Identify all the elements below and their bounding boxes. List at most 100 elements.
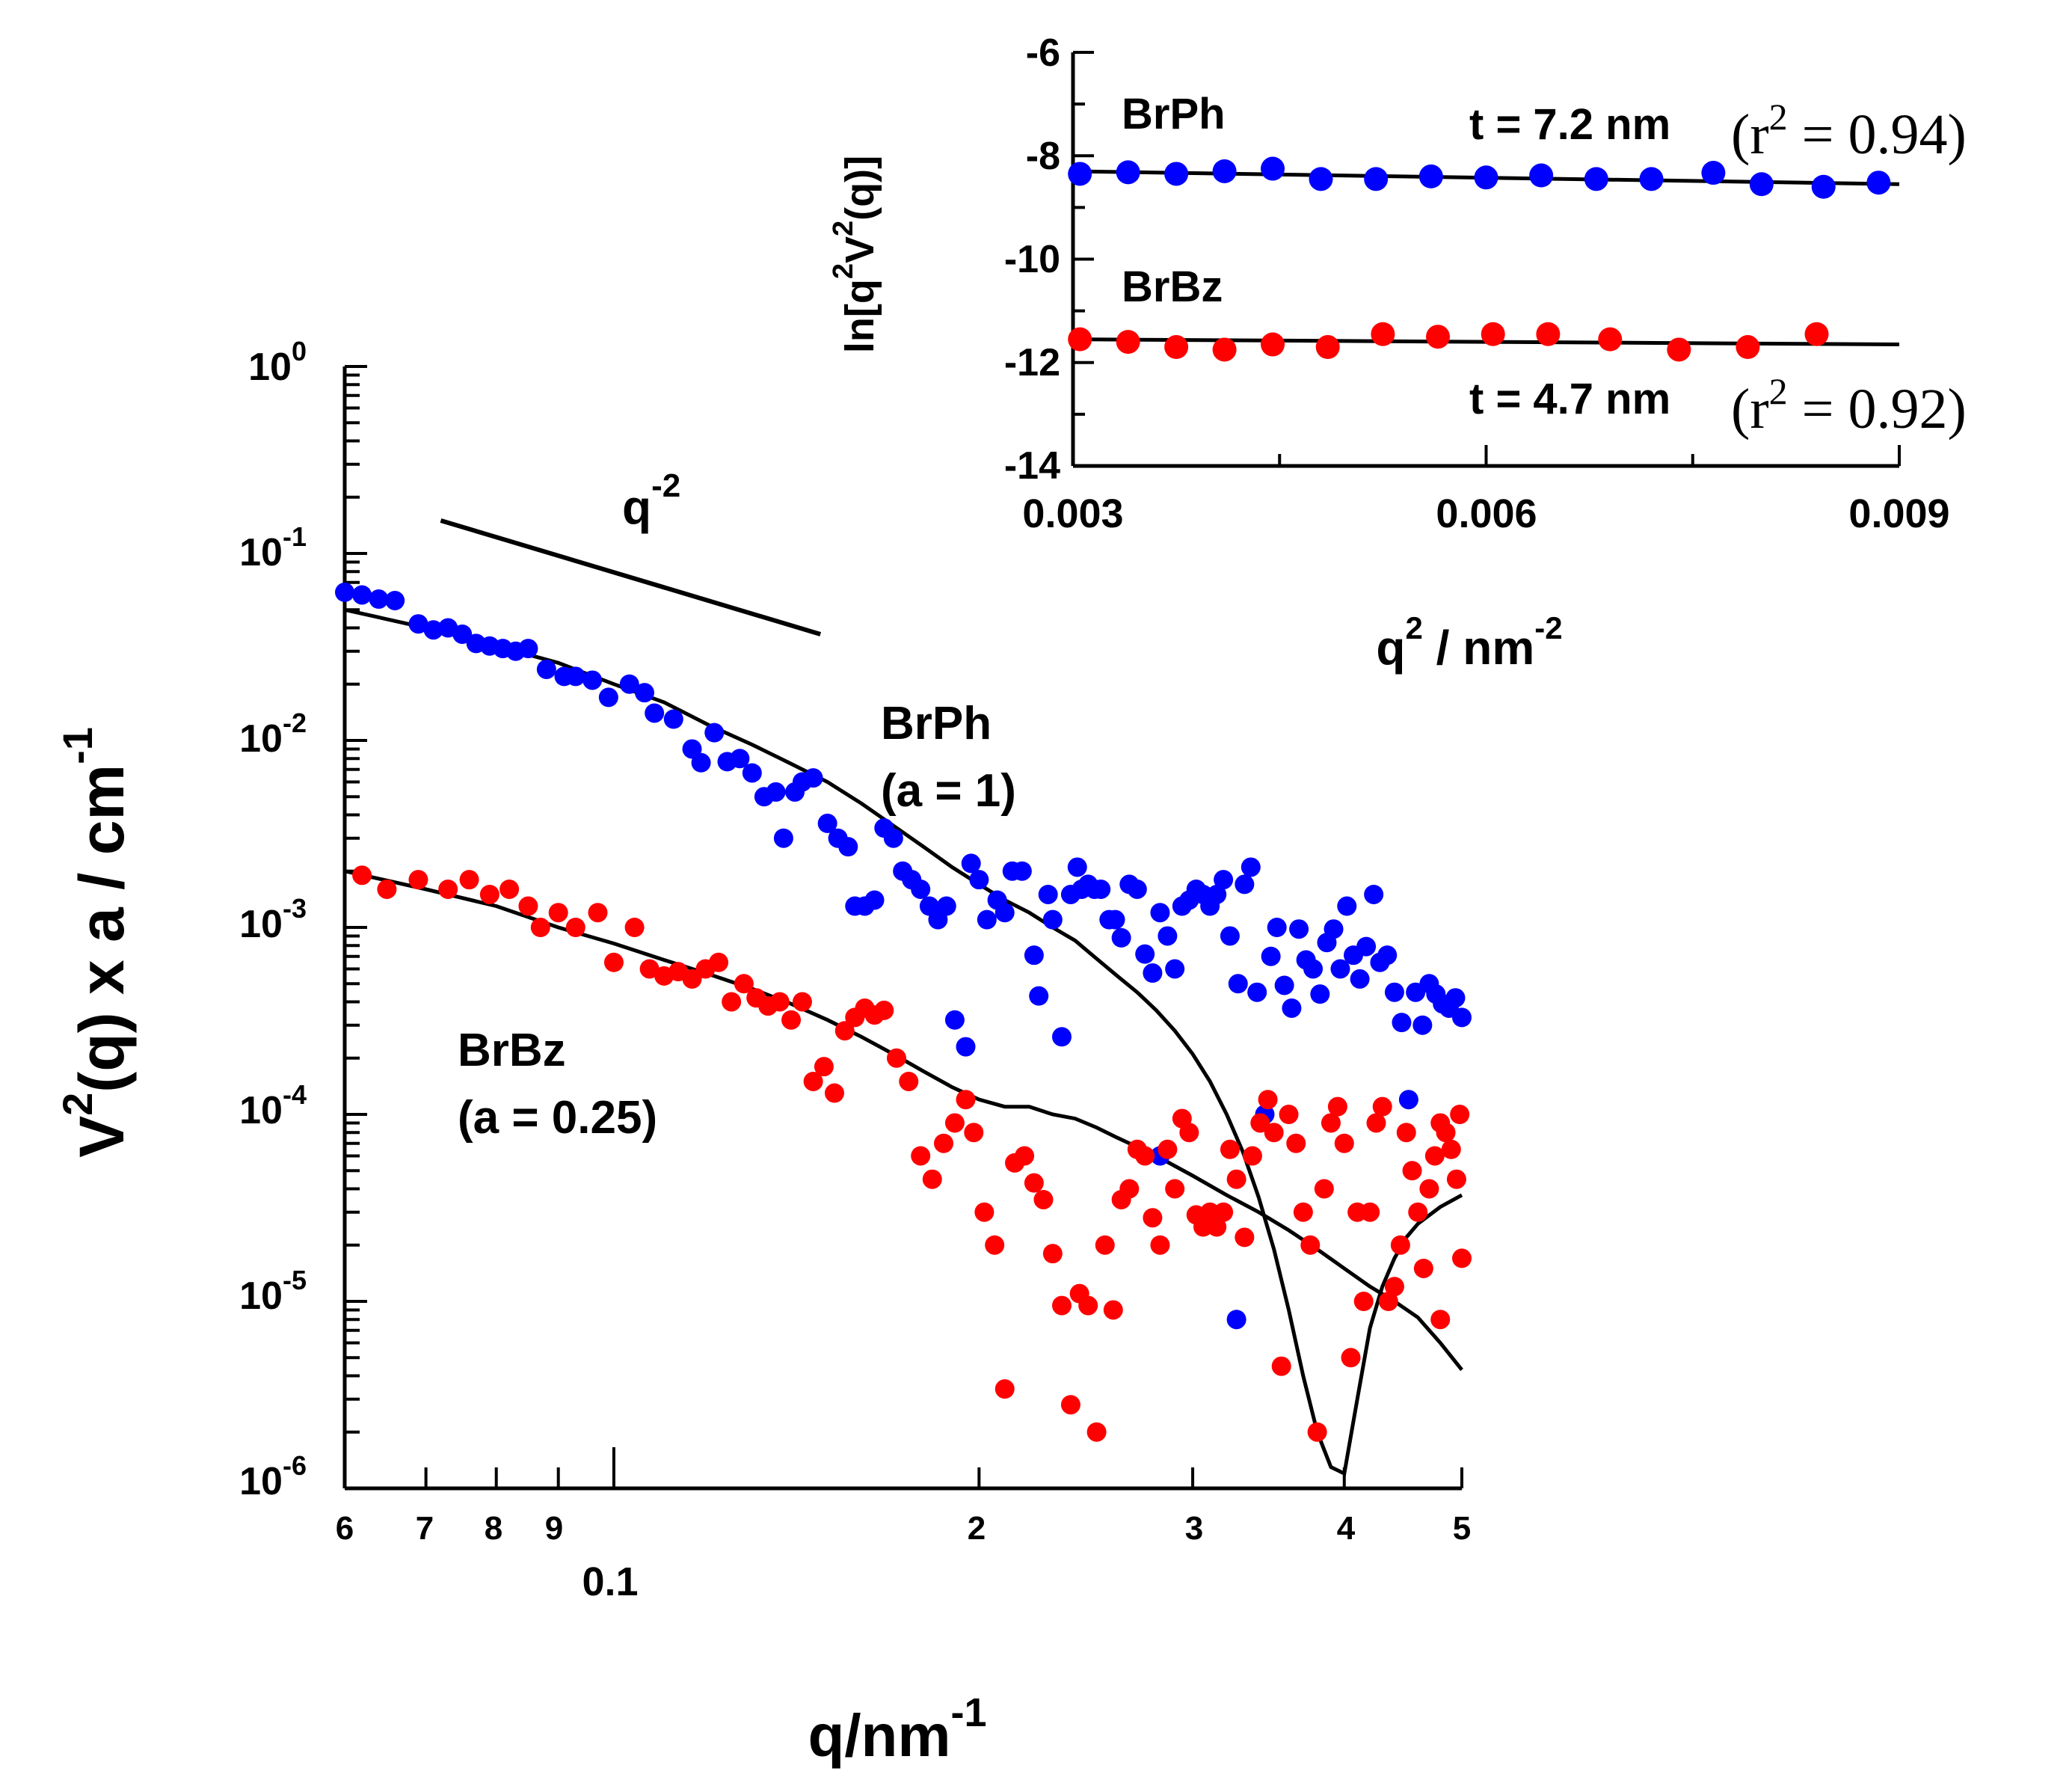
brbz-point <box>603 952 624 972</box>
brbz-point <box>1033 1189 1054 1209</box>
brph-point <box>1452 1007 1472 1028</box>
ytick-label-2: 10-2 <box>239 708 307 761</box>
ytick-label-0: 100 <box>248 336 307 389</box>
brph-point <box>1214 870 1234 890</box>
brph-point <box>1364 884 1384 904</box>
brbz-point <box>1353 1292 1374 1311</box>
brph-point <box>1445 988 1466 1008</box>
brbz-point <box>1321 1113 1341 1133</box>
brbz-point <box>1103 1300 1123 1320</box>
brbz-point <box>1078 1295 1098 1316</box>
brbz-point <box>722 992 742 1012</box>
brbz-point <box>588 903 608 923</box>
brph-point <box>969 870 989 890</box>
brbz-point <box>874 1000 894 1020</box>
brph-point <box>518 639 538 659</box>
brbz-point <box>1015 1146 1035 1166</box>
main-y-tick-labels: 100 10-1 10-2 10-3 10-4 10-5 10-6 <box>239 336 307 1503</box>
inset-x-tick-labels: 0.003 0.006 0.009 <box>1022 491 1949 536</box>
slope-guide-line <box>440 518 822 636</box>
brph-point <box>1105 909 1125 930</box>
brbz-point <box>624 918 645 937</box>
brbz-point <box>1430 1310 1451 1330</box>
brph-point <box>838 837 858 857</box>
brph-point <box>1165 959 1185 979</box>
brph-point <box>704 722 725 743</box>
brbz-point <box>1419 1179 1439 1199</box>
brbz-point <box>1372 1096 1392 1117</box>
brbz-point <box>1286 1133 1306 1153</box>
inset-y-axis-title: ln[q2V2(q)] <box>828 156 882 353</box>
brph-point <box>1024 945 1044 966</box>
inset-brph-point <box>1364 167 1389 191</box>
inset-brph-point <box>1584 167 1608 191</box>
inset-xtick-0.003: 0.003 <box>1022 491 1123 536</box>
brbz-point <box>1250 1113 1270 1133</box>
inset-brbz-point <box>1536 322 1561 346</box>
brph-point <box>1289 919 1309 939</box>
brph-point <box>536 659 556 679</box>
inset-brph-point <box>1418 164 1443 188</box>
brbz-point <box>1341 1348 1361 1368</box>
brbz-point <box>781 1010 802 1030</box>
brbz-point <box>1060 1395 1080 1415</box>
brbz-point <box>1220 1139 1240 1159</box>
brbz-point <box>1360 1202 1380 1222</box>
brbz-point <box>1158 1139 1178 1159</box>
brph-point <box>408 614 428 634</box>
brbz-point <box>1446 1169 1466 1189</box>
brbz-point <box>565 918 585 937</box>
brbz-point <box>803 1071 823 1091</box>
inset-brph-point <box>1474 165 1498 190</box>
main-data-points <box>335 582 1472 1442</box>
brbz-point <box>1279 1105 1299 1124</box>
brph-point <box>944 1010 965 1030</box>
brph-point <box>582 670 603 690</box>
main-y-axis-title: V2(q) x a / cm-1 <box>54 727 137 1158</box>
brph-point <box>1398 1090 1418 1110</box>
brph-scale-label: (a = 1) <box>881 765 1016 817</box>
brbz-point <box>1334 1133 1354 1153</box>
brbz-point <box>1402 1161 1422 1181</box>
brbz-point <box>1193 1217 1214 1237</box>
brph-point <box>645 703 665 723</box>
inset-brph-label: BrPh <box>1122 90 1226 138</box>
xtick-label-9: 9 <box>545 1510 563 1547</box>
brbz-point <box>933 1133 953 1153</box>
main-y-minor-ticks <box>345 365 367 1490</box>
xtick-label-0.1: 0.1 <box>582 1559 638 1604</box>
xtick-label-3: 3 <box>1185 1510 1203 1547</box>
inset-brph-point <box>1811 174 1836 199</box>
brbz-point <box>1390 1235 1410 1255</box>
brph-point <box>385 590 405 610</box>
slope-guide-label: q-2 <box>622 467 680 534</box>
brph-point <box>1158 926 1178 946</box>
brph-point <box>619 674 639 694</box>
ytick-label-4: 10-4 <box>239 1079 307 1132</box>
brbz-point <box>1119 1179 1140 1199</box>
inset-brph-point <box>1068 162 1092 186</box>
brph-point <box>1337 896 1357 916</box>
brph-point <box>1392 1013 1412 1033</box>
brbz-point <box>1271 1356 1291 1376</box>
ytick-label-5: 10-5 <box>239 1265 307 1318</box>
xtick-label-4: 4 <box>1337 1510 1356 1547</box>
brbz-point <box>824 1083 844 1103</box>
inset-brph-point <box>1866 171 1891 195</box>
brbz-point <box>530 918 550 937</box>
brbz-point <box>1135 1146 1155 1166</box>
brph-point <box>956 1037 976 1057</box>
brph-point <box>1377 945 1398 966</box>
inset-data-points <box>1068 156 1891 362</box>
inset-brbz-point <box>1481 322 1505 346</box>
main-x-axis-title: q/nm-1 <box>808 1690 986 1769</box>
brph-point <box>663 709 683 729</box>
brph-point <box>1038 884 1058 904</box>
brbz-point <box>1150 1235 1170 1255</box>
inset-ytick--6: -6 <box>1026 31 1060 75</box>
brbz-point <box>1293 1202 1313 1222</box>
brbz-point <box>1396 1123 1416 1143</box>
inset-brph-point <box>1212 159 1237 183</box>
brph-point <box>864 890 885 910</box>
brph-point <box>369 589 389 610</box>
